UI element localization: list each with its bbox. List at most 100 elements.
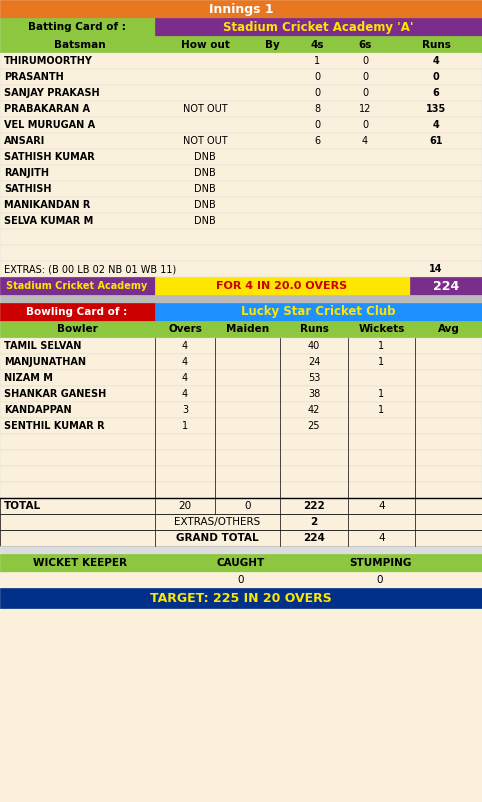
Bar [0,261,482,277]
Text: 4: 4 [433,56,440,66]
Bar [0,18,155,36]
Text: Wickets: Wickets [358,325,405,334]
Text: 0: 0 [362,72,368,82]
Text: How out: How out [181,39,229,50]
Text: 0: 0 [314,120,321,130]
Text: THIRUMOORTHY: THIRUMOORTHY [4,56,93,66]
Text: By: By [265,39,280,50]
Text: MANJUNATHAN: MANJUNATHAN [4,357,86,367]
Text: NOT OUT: NOT OUT [183,104,228,114]
Text: EXTRAS: (B 00 LB 02 NB 01 WB 11): EXTRAS: (B 00 LB 02 NB 01 WB 11) [4,264,176,274]
Text: NIZAM M: NIZAM M [4,373,53,383]
Text: 222: 222 [303,501,325,511]
Text: PRASANTH: PRASANTH [4,72,64,82]
Bar [0,197,482,213]
Bar [0,514,482,530]
Text: 38: 38 [308,389,320,399]
Text: 4: 4 [182,389,188,399]
Bar [0,530,482,546]
Bar [0,402,482,418]
Bar [0,165,482,181]
Text: 3: 3 [182,405,188,415]
Text: Runs: Runs [422,39,451,50]
Text: Innings 1: Innings 1 [209,2,273,15]
Text: STUMPING: STUMPING [349,558,411,568]
Text: RANJITH: RANJITH [4,168,49,178]
Text: 0: 0 [433,72,440,82]
Text: Lucky Star Cricket Club: Lucky Star Cricket Club [241,306,396,318]
Bar [0,0,482,18]
Text: 53: 53 [308,373,320,383]
Text: SANJAY PRAKASH: SANJAY PRAKASH [4,88,100,98]
Bar [0,466,482,482]
Text: Bowler: Bowler [57,325,98,334]
Text: TARGET: 225 IN 20 OVERS: TARGET: 225 IN 20 OVERS [150,592,332,605]
Bar [0,133,482,149]
Text: SENTHIL KUMAR R: SENTHIL KUMAR R [4,421,105,431]
Text: 25: 25 [308,421,320,431]
Text: 6: 6 [433,88,440,98]
Text: SATHISH KUMAR: SATHISH KUMAR [4,152,95,162]
Text: 14: 14 [429,264,443,274]
Bar [0,321,482,338]
Text: 0: 0 [362,120,368,130]
Text: CAUGHT: CAUGHT [217,558,265,568]
Text: Overs: Overs [168,325,202,334]
Text: Stadium Cricket Academy 'A': Stadium Cricket Academy 'A' [223,21,414,34]
Bar [0,572,482,588]
Text: Stadium Cricket Academy: Stadium Cricket Academy [6,281,147,291]
Text: 0: 0 [362,56,368,66]
Text: NOT OUT: NOT OUT [183,136,228,146]
Text: 1: 1 [378,341,385,351]
Bar [0,370,482,386]
Text: 24: 24 [308,357,320,367]
Bar [0,213,482,229]
Text: Avg: Avg [438,325,459,334]
Text: WICKET KEEPER: WICKET KEEPER [33,558,127,568]
Bar [0,546,482,554]
Text: 0: 0 [377,575,383,585]
Text: SHANKAR GANESH: SHANKAR GANESH [4,389,106,399]
Text: 12: 12 [359,104,371,114]
Text: 1: 1 [378,357,385,367]
Bar [0,482,482,498]
Text: 0: 0 [244,501,251,511]
Bar [155,18,482,36]
Bar [0,303,155,321]
Bar [0,101,482,117]
Bar [0,181,482,197]
Bar [0,498,482,514]
Text: 61: 61 [429,136,443,146]
Text: DNB: DNB [194,200,216,210]
Text: Batsman: Batsman [54,39,106,50]
Text: 4: 4 [378,533,385,543]
Text: 4s: 4s [311,39,324,50]
Bar [0,229,482,245]
Bar [0,554,482,572]
Bar [0,277,155,295]
Bar [155,303,482,321]
Bar [410,277,482,295]
Text: 0: 0 [314,88,321,98]
Text: 4: 4 [378,501,385,511]
Text: GRAND TOTAL: GRAND TOTAL [176,533,259,543]
Text: 6: 6 [314,136,321,146]
Text: 0: 0 [238,575,244,585]
Bar [0,53,482,69]
Bar [0,588,482,608]
Text: 224: 224 [303,533,325,543]
Text: 20: 20 [178,501,191,511]
Text: 135: 135 [426,104,446,114]
Text: Batting Card of :: Batting Card of : [28,22,126,32]
Text: VEL MURUGAN A: VEL MURUGAN A [4,120,95,130]
Bar [0,69,482,85]
Bar [0,450,482,466]
Text: 0: 0 [362,88,368,98]
Text: TAMIL SELVAN: TAMIL SELVAN [4,341,81,351]
Bar [0,117,482,133]
Text: 4: 4 [362,136,368,146]
Bar [0,295,482,303]
Text: Bowling Card of :: Bowling Card of : [27,307,128,317]
Text: SELVA KUMAR M: SELVA KUMAR M [4,216,93,226]
Text: 42: 42 [308,405,320,415]
